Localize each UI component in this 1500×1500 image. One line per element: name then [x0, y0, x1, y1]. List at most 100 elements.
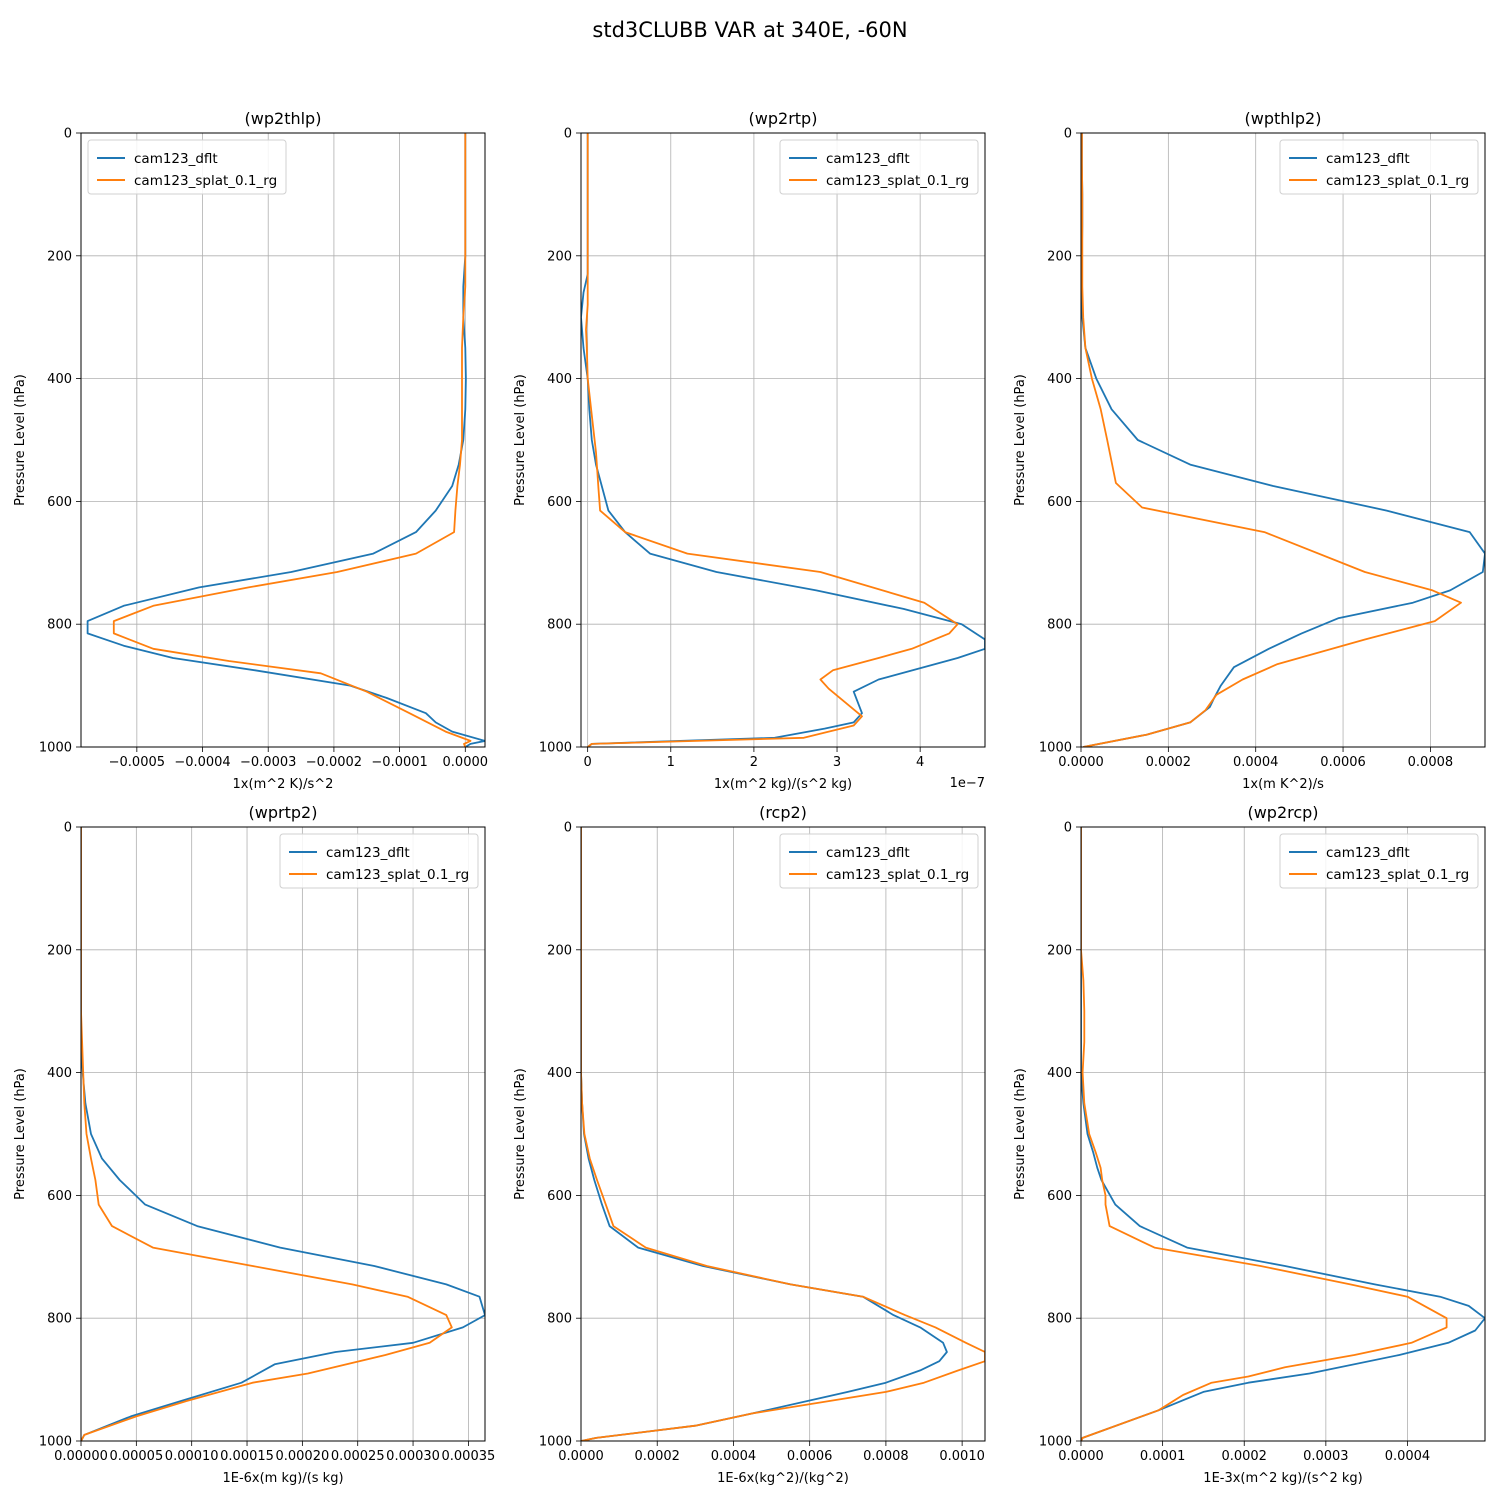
y-tick-label: 800 [547, 1312, 572, 1327]
y-axis-label: Pressure Level (hPa) [13, 1068, 28, 1200]
plot-frame [80, 826, 486, 1442]
series-line-2 [1081, 133, 1462, 747]
x-tick-label: 0.00015 [220, 1449, 274, 1464]
figure-title: std3CLUBB VAR at 340E, -60N [592, 18, 907, 42]
x-tick-label: −0.0003 [240, 755, 296, 770]
x-tick-label: 0.00010 [165, 1449, 219, 1464]
x-tick-label: 0.0008 [1408, 755, 1454, 770]
x-tick-label: 0.0000 [443, 755, 489, 770]
legend-box [279, 833, 479, 889]
x-tick-label: 0.0003 [1303, 1449, 1349, 1464]
y-tick-label: 200 [547, 249, 572, 264]
chart-panel-4: 0.00000 0.00005 0.00010 0.00015 0.00020 0.000… [13, 803, 495, 1486]
legend-label-2: cam123_splat_0.1_rg [134, 173, 277, 189]
x-tick-label: 4 [916, 755, 924, 770]
y-tick-label: 0 [1064, 821, 1072, 836]
y-tick-label: 200 [1047, 249, 1072, 264]
y-tick-label: 0 [64, 127, 72, 142]
y-tick-label: 400 [547, 1066, 572, 1081]
y-tick-label: 1000 [39, 1435, 72, 1450]
x-tick-label: 0.0002 [634, 1449, 680, 1464]
panel-title: (rcp2) [759, 803, 807, 822]
chart-panel-5: 0.0000 0.0002 0.0004 0.0006 0.0008 0.0010 0 200… [513, 803, 986, 1486]
series-line-1 [81, 827, 485, 1441]
panel-title: (wp2thlp) [245, 109, 322, 128]
y-tick-label: 600 [47, 1189, 72, 1204]
x-tick-label: 0.00020 [275, 1449, 329, 1464]
x-offset-label: 1e−7 [950, 776, 985, 791]
panel-title: (wpthlp2) [1245, 109, 1322, 128]
y-tick-label: 0 [64, 821, 72, 836]
panel-title: (wp2rtp) [749, 109, 818, 128]
x-axis-label: 1E-3x(m^2 kg)/(s^2 kg) [1203, 1471, 1362, 1486]
legend-box [87, 139, 287, 195]
legend-label-2: cam123_splat_0.1_rg [326, 867, 469, 883]
legend-label-2: cam123_splat_0.1_rg [826, 867, 969, 883]
series-line-1 [1081, 827, 1485, 1441]
plot-frame [580, 826, 986, 1442]
series-line-2 [585, 133, 959, 747]
y-tick-label: 200 [47, 249, 72, 264]
y-tick-label: 800 [47, 618, 72, 633]
x-tick-label: 0.0008 [863, 1449, 909, 1464]
y-tick-label: 0 [1064, 127, 1072, 142]
x-tick-label: −0.0001 [371, 755, 427, 770]
x-tick-label: −0.0004 [174, 755, 230, 770]
plot-frame [1080, 826, 1486, 1442]
x-tick-label: −0.0005 [109, 755, 165, 770]
y-tick-label: 400 [1047, 1066, 1072, 1081]
plot-frame [1080, 132, 1486, 748]
legend-label-1: cam123_dflt [826, 845, 910, 861]
x-tick-label: 0.00035 [442, 1449, 496, 1464]
y-tick-label: 1000 [1039, 1435, 1072, 1450]
plot-frame [80, 132, 486, 748]
legend-box [779, 833, 979, 889]
x-tick-label: 0.0000 [558, 1449, 604, 1464]
x-tick-label: 0.0004 [711, 1449, 757, 1464]
plot-frame [580, 132, 986, 748]
y-tick-label: 1000 [539, 741, 572, 756]
x-tick-label: 0.0002 [1221, 1449, 1267, 1464]
legend: cam123_dflt cam123_splat_0.1_rg [87, 139, 287, 195]
y-tick-label: 1000 [39, 741, 72, 756]
x-axis-label: 1E-6x(m kg)/(s kg) [222, 1471, 343, 1486]
chart-panel-6: 0.0000 0.0001 0.0002 0.0003 0.0004 0 200 400 600… [1013, 803, 1486, 1486]
x-tick-label: 0.0001 [1140, 1449, 1186, 1464]
x-tick-label: 2 [750, 755, 758, 770]
x-tick-label: 0.0000 [1058, 1449, 1104, 1464]
y-axis-label: Pressure Level (hPa) [1013, 1068, 1028, 1200]
y-tick-label: 600 [547, 1189, 572, 1204]
x-axis-label: 1E-6x(kg^2)/(kg^2) [717, 1471, 849, 1486]
legend-label-1: cam123_dflt [326, 845, 410, 861]
y-tick-label: 600 [547, 495, 572, 510]
x-tick-label: 3 [833, 755, 841, 770]
x-tick-label: 0.00025 [331, 1449, 385, 1464]
legend-label-1: cam123_dflt [1326, 845, 1410, 861]
y-tick-label: 200 [547, 943, 572, 958]
y-tick-label: 600 [1047, 1189, 1072, 1204]
x-tick-label: 0.0010 [939, 1449, 985, 1464]
legend-label-1: cam123_dflt [826, 151, 910, 167]
y-tick-label: 0 [564, 127, 572, 142]
x-tick-label: 0.00000 [54, 1449, 108, 1464]
y-tick-label: 800 [47, 1312, 72, 1327]
y-tick-label: 600 [47, 495, 72, 510]
x-tick-label: 0 [584, 755, 592, 770]
y-tick-label: 400 [547, 372, 572, 387]
legend: cam123_dflt cam123_splat_0.1_rg [779, 833, 979, 889]
legend-label-2: cam123_splat_0.1_rg [826, 173, 969, 189]
legend-label-2: cam123_splat_0.1_rg [1326, 173, 1469, 189]
series-line-2 [81, 827, 453, 1441]
legend: cam123_dflt cam123_splat_0.1_rg [1279, 833, 1479, 889]
y-tick-label: 1000 [539, 1435, 572, 1450]
legend-box [779, 139, 979, 195]
x-tick-label: 0.0000 [1058, 755, 1104, 770]
x-tick-label: 0.0004 [1385, 1449, 1431, 1464]
x-tick-label: 0.0004 [1233, 755, 1279, 770]
legend: cam123_dflt cam123_splat_0.1_rg [779, 139, 979, 195]
panel-title: (wprtp2) [249, 803, 318, 822]
x-tick-label: 1 [667, 755, 675, 770]
y-axis-label: Pressure Level (hPa) [1013, 374, 1028, 506]
x-tick-label: 0.0002 [1146, 755, 1192, 770]
